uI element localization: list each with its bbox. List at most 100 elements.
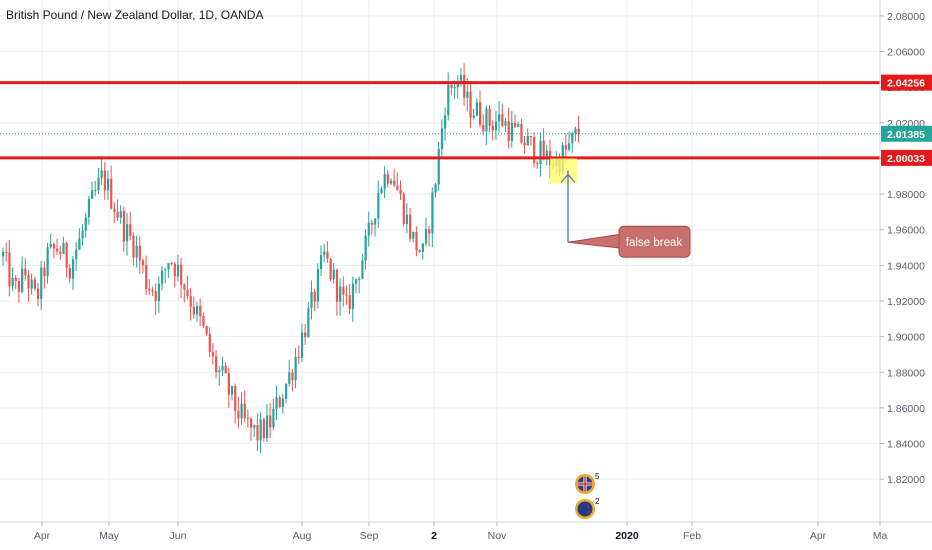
time-tick-label: Feb [683, 530, 701, 542]
candle-body [374, 218, 377, 225]
candle-body [87, 198, 91, 218]
candle-body [65, 243, 68, 268]
nz-flag-icon [577, 501, 593, 517]
nz-flag-event-badge: 2 [575, 497, 600, 519]
price-tick-label: 1.82000 [887, 474, 925, 486]
candle-body [122, 211, 126, 242]
candle-body [491, 125, 494, 131]
horizontal-levels [0, 81, 880, 160]
price-level-badge [881, 149, 932, 166]
candle-body [211, 351, 215, 357]
candle-body [358, 278, 361, 280]
candle-body [52, 243, 56, 249]
candle-body [119, 211, 122, 218]
candle-body [275, 397, 278, 409]
candle-body [526, 135, 529, 146]
candle-body [240, 403, 243, 419]
candle-body [151, 290, 154, 292]
candle-body [542, 140, 545, 160]
candle-body [186, 289, 189, 297]
candle-body [431, 192, 434, 234]
candle-body [243, 403, 246, 418]
time-tick-label: 2020 [615, 530, 639, 542]
candle-body [539, 140, 542, 165]
candle-body [354, 279, 358, 284]
candle-body [259, 419, 262, 441]
candle-body [297, 356, 300, 358]
candle-body [418, 250, 421, 253]
candle-body [272, 408, 275, 428]
candle-body [202, 316, 205, 327]
candle-body [345, 294, 348, 296]
candle-body [320, 255, 323, 270]
candle-body [367, 222, 370, 236]
price-axis[interactable]: 2.080002.060002.040002.020002.000001.980… [879, 0, 932, 522]
candle-body [224, 365, 227, 374]
time-tick-label: Apr [810, 530, 827, 542]
candle-body [310, 291, 313, 309]
candle-body [510, 122, 513, 142]
candle-body [189, 296, 192, 307]
price-tick-label: 1.88000 [887, 367, 925, 379]
price-level-badge [881, 74, 932, 91]
candle-body [332, 269, 335, 280]
event-count: 5 [595, 472, 600, 481]
candle-body [262, 419, 265, 439]
time-tick-label: Ma [873, 530, 888, 542]
candle-body [17, 281, 21, 292]
candle-body [364, 235, 367, 261]
candle-body [507, 121, 510, 142]
candle-body [517, 123, 520, 128]
price-tick-label: 1.86000 [887, 403, 925, 415]
economic-events[interactable]: 52 [575, 472, 600, 519]
candle-body [170, 263, 173, 265]
grid-lines [0, 0, 881, 522]
price-tick-label: 1.94000 [887, 260, 925, 272]
candle-body [339, 286, 342, 302]
candle-body [479, 102, 482, 125]
candle-body [100, 170, 103, 178]
candle-body [173, 263, 176, 277]
candle-body [81, 230, 84, 239]
nz-flag-star [588, 511, 590, 513]
candle-body [94, 190, 97, 192]
candle-body [148, 288, 151, 291]
callout-box [618, 225, 691, 258]
candle-body [265, 415, 269, 439]
candle-body [564, 145, 568, 150]
time-tick-label: Jun [170, 530, 187, 542]
candle-body [571, 133, 574, 144]
candle-body [8, 252, 11, 287]
candle-body [176, 264, 180, 277]
candle-body [103, 170, 106, 191]
candle-body [316, 269, 320, 302]
candle-body [281, 398, 285, 407]
candle-body [402, 194, 405, 224]
candlestick-series [2, 63, 580, 454]
candle-body [545, 150, 548, 160]
candle-body [145, 265, 148, 289]
candle-body [237, 410, 240, 419]
time-tick-label: Apr [34, 530, 51, 542]
candle-body [307, 308, 310, 338]
candle-body [523, 142, 526, 146]
time-axis[interactable]: Apr May Jun Aug Sep 2 Nov 2020 Feb Apr Ma [0, 521, 932, 542]
candle-body [291, 372, 294, 381]
candle-body [466, 91, 469, 98]
candle-body [192, 306, 195, 315]
candle-body [396, 185, 399, 191]
price-tick-label: 2.06000 [887, 47, 925, 59]
price-tick-label: 2.02000 [887, 118, 925, 130]
candle-body [250, 418, 253, 428]
candle-body [135, 245, 138, 258]
candle-body [269, 415, 272, 428]
candle-body [183, 284, 186, 290]
candle-body [437, 148, 440, 185]
candle-body [30, 279, 33, 289]
price-tick-label: 2.08000 [887, 11, 925, 23]
annotations: false break [550, 158, 691, 258]
candle-body [444, 115, 447, 129]
price-tick-label: 1.92000 [887, 296, 925, 308]
candle-body [59, 251, 62, 254]
